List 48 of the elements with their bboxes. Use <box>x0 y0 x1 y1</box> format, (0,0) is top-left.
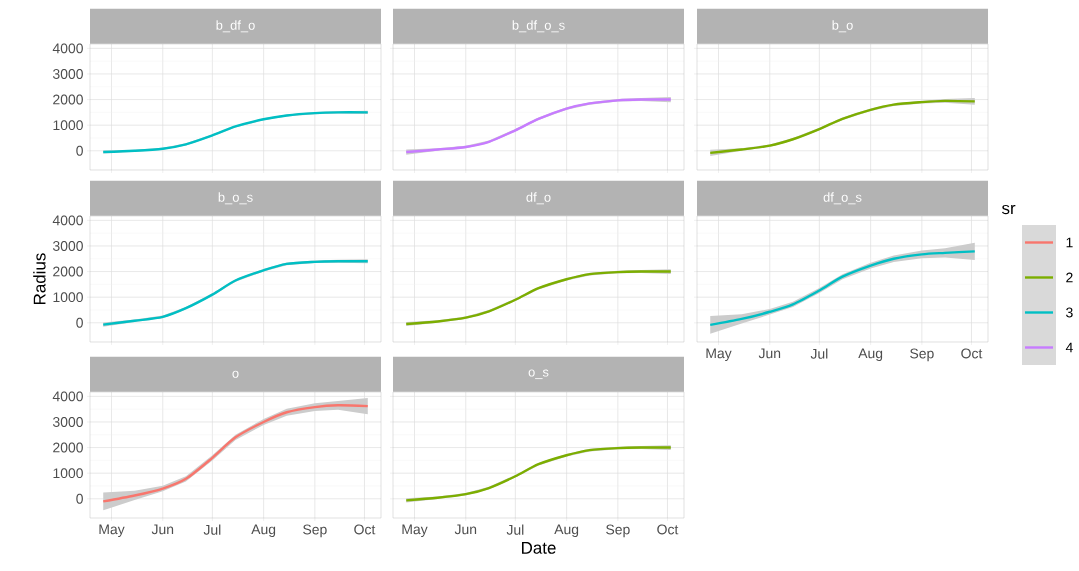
chart-title: b_df_o <box>216 20 255 33</box>
x-tick-label: Aug <box>251 524 276 538</box>
y-tick-label: 4000 <box>52 215 83 226</box>
y-tick-label: 2000 <box>53 94 83 105</box>
y-tick-label: 0 <box>76 493 83 504</box>
x-tick-label: Sep <box>910 348 934 362</box>
y-tick-label: 3000 <box>52 69 83 79</box>
y-tick-label: 3000 <box>52 417 83 427</box>
x-tick-label: Jul <box>506 524 524 535</box>
x-tick-label: Oct <box>354 524 376 535</box>
legend-label: 3 <box>1066 307 1073 318</box>
chart-title: df_o_s <box>823 192 862 205</box>
x-tick-label: May <box>706 348 732 361</box>
x-tick-label: Jun <box>151 524 174 535</box>
x-tick-label: Oct <box>961 348 983 359</box>
y-tick-label: 4000 <box>52 391 83 402</box>
x-tick-label: Aug <box>554 524 579 538</box>
x-tick-label: May <box>99 524 125 538</box>
chart-title: b_o <box>832 20 853 33</box>
x-tick-label: May <box>402 524 428 538</box>
chart-title: o <box>232 370 239 378</box>
y-tick-label: 1000 <box>53 468 83 479</box>
y-tick-label: 4000 <box>52 43 83 54</box>
x-tick-label: Jul <box>203 524 221 535</box>
y-tick-label: 0 <box>76 145 83 156</box>
y-axis-title: Radius <box>33 253 46 304</box>
y-tick-label: 2000 <box>53 266 83 277</box>
y-tick-label: 1000 <box>53 292 83 303</box>
legend-label: 2 <box>1066 272 1073 283</box>
y-tick-label: 1000 <box>53 120 83 131</box>
x-tick-label: Sep <box>606 524 630 538</box>
legend-title: sr <box>1002 204 1016 215</box>
x-tick-label: Sep <box>303 524 327 538</box>
chart-title: df_o <box>526 192 551 205</box>
x-axis-title: Date <box>522 541 556 554</box>
y-tick-label: 2000 <box>53 442 83 453</box>
x-tick-label: Oct <box>657 524 679 535</box>
chart-title: b_df_o_s <box>512 20 565 33</box>
x-tick-label: Jul <box>810 348 828 359</box>
y-tick-label: 0 <box>76 317 83 328</box>
legend-label: 1 <box>1066 237 1073 248</box>
chart-title: o_s <box>528 369 549 380</box>
chart-title: b_o_s <box>218 192 253 205</box>
x-tick-label: Jun <box>454 524 477 535</box>
x-tick-label: Jun <box>758 348 781 359</box>
x-tick-label: Aug <box>858 348 883 361</box>
y-tick-label: 3000 <box>52 241 83 251</box>
legend-label: 4 <box>1065 342 1073 353</box>
